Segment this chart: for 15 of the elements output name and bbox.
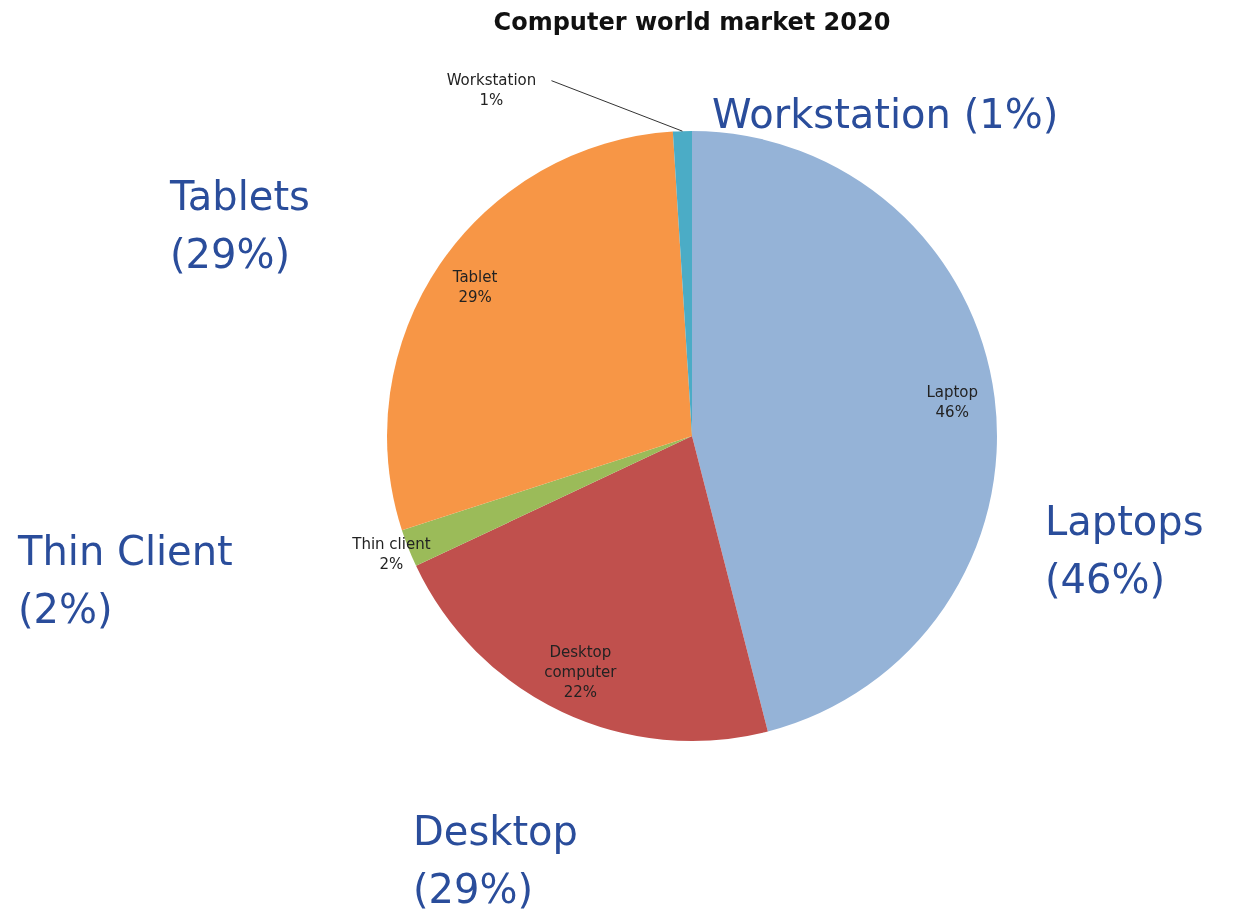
text: Laptops (46%) (1045, 498, 1204, 602)
chart-title: Computer world market 2020 (493, 8, 891, 37)
data-label: 29% (458, 288, 492, 307)
data-label: 22% (563, 683, 597, 702)
text: Desktop (29%) (413, 808, 578, 912)
data-label: 2% (379, 554, 404, 573)
data-label: 1% (479, 90, 504, 109)
slice-label: Workstation (446, 70, 537, 89)
text: Tablets (29%) (169, 173, 310, 277)
slice-label: Laptop (926, 383, 979, 402)
slice-label: Desktop computer (544, 643, 618, 682)
data-label: 46% (935, 403, 969, 422)
text: Thin Client (2%) (17, 528, 233, 632)
text: Workstation (1%) (712, 91, 1059, 137)
slice-label: Tablet (451, 268, 498, 287)
